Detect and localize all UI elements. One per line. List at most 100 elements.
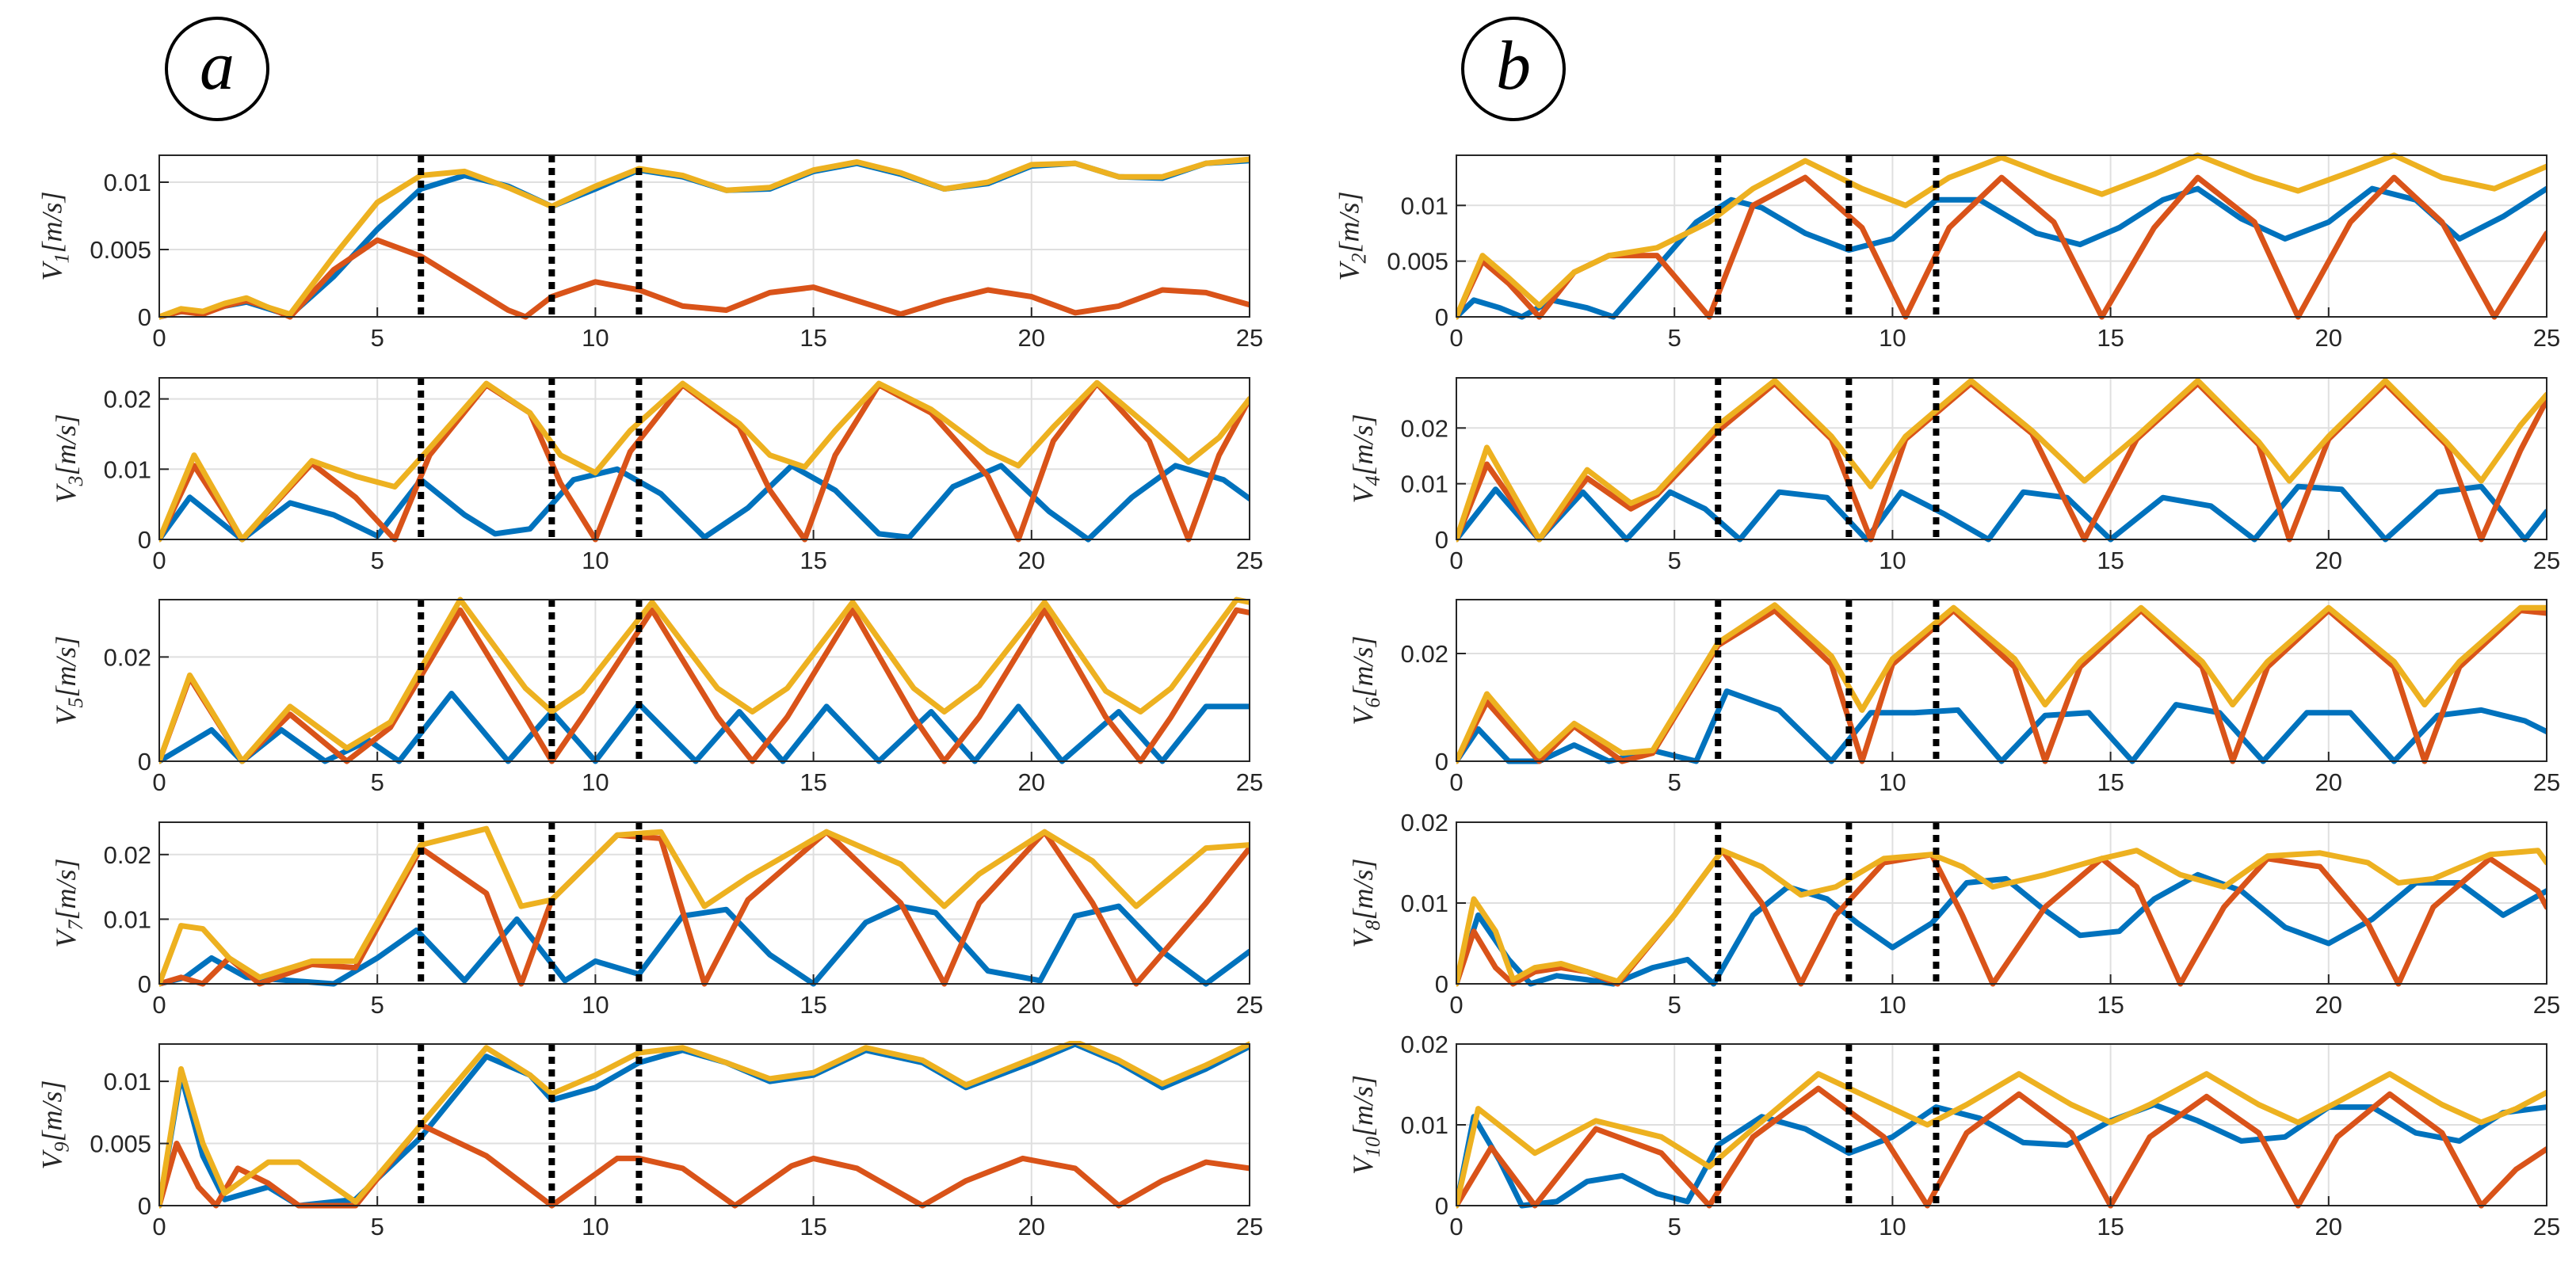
x-tick-label: 25 [1236, 547, 1263, 574]
x-tick-label: 10 [582, 1213, 609, 1240]
y-tick-label: 0 [138, 303, 151, 331]
x-tick-label: 0 [1449, 768, 1463, 796]
x-tick-label: 15 [800, 547, 826, 574]
x-tick-label: 20 [1018, 547, 1045, 574]
x-tick-label: 5 [1668, 768, 1681, 796]
plot-background [1456, 600, 2547, 761]
y-label-unit: [m/s] [50, 413, 82, 475]
panel-label-a-badge: a [165, 17, 269, 121]
y-axis-label: V7[m/s] [50, 858, 87, 947]
x-tick-label: 5 [1668, 991, 1681, 1019]
plot-a-5: 0 5 10 15 20 25 0 0.005 0.01 V9[m/s] [36, 1041, 1263, 1240]
y-label-unit: [m/s] [36, 1080, 68, 1141]
x-tick-label: 10 [582, 768, 609, 796]
x-tick-label: 0 [152, 1213, 166, 1240]
x-tick-label: 0 [152, 324, 166, 352]
panel-label-a: a [200, 28, 235, 105]
y-label-unit: [m/s] [1347, 413, 1379, 475]
y-label-base: V [1334, 261, 1365, 281]
series-blue-line [1456, 1102, 2547, 1209]
x-tick-label: 15 [2097, 1213, 2124, 1240]
plot-b-3: 0 5 10 15 20 25 0 0.02 V6[m/s] [1347, 599, 2560, 796]
y-label-unit: [m/s] [50, 858, 82, 920]
y-label-base: V [1347, 1154, 1379, 1175]
y-tick-label: 0.01 [1401, 890, 1448, 917]
x-tick-label: 10 [1879, 991, 1906, 1019]
x-tick-label: 25 [2533, 324, 2560, 352]
x-tick-label: 25 [2533, 768, 2560, 796]
x-tick-label: 25 [2533, 991, 2560, 1019]
y-label-unit: [m/s] [36, 191, 68, 253]
x-tick-label: 0 [1449, 1213, 1463, 1240]
panel-label-b-badge: b [1461, 17, 1566, 121]
x-tick-label: 20 [2315, 1213, 2342, 1240]
y-tick-label: 0 [138, 970, 151, 998]
series-orange-line [1456, 1085, 2547, 1209]
x-tick-label: 25 [2533, 1213, 2560, 1240]
panel-label-b-circle [1461, 17, 1566, 121]
y-label-subscript: 1 [51, 253, 74, 264]
y-tick-label: 0.02 [1401, 640, 1448, 668]
series-blue-line [159, 463, 1250, 543]
plot-b-4: 0 5 10 15 20 25 0 0.01 0.02 V8[m/s] [1347, 809, 2560, 1019]
x-tick-label: 10 [1879, 547, 1906, 574]
plot-a-2: 0 5 10 15 20 25 0 0.01 0.02 V3[m/s] [50, 377, 1263, 574]
x-tick-label: 5 [371, 324, 384, 352]
panel-label-a-circle [165, 17, 269, 121]
x-tick-label: 10 [1879, 1213, 1906, 1240]
y-tick-label: 0.02 [1401, 809, 1448, 836]
y-tick-label: 0 [138, 748, 151, 776]
y-label-unit: [m/s] [1347, 1075, 1379, 1137]
axes-frame [1456, 154, 2547, 318]
x-tick-label: 5 [1668, 324, 1681, 352]
series-group [1456, 1071, 2547, 1209]
y-tick-label: 0.02 [104, 841, 151, 869]
y-tick-label: 0 [138, 526, 151, 554]
plot-b-1: 0 5 10 15 20 25 0 0.005 0.01 V2[m/s] [1334, 152, 2560, 352]
y-label-subscript: 5 [64, 698, 87, 708]
series-yellow-line [1456, 378, 2547, 543]
x-tick-label: 0 [152, 547, 166, 574]
y-label-base: V [36, 261, 68, 281]
y-tick-label: 0 [1435, 748, 1448, 776]
x-tick-label: 10 [582, 991, 609, 1019]
x-tick-label: 0 [152, 991, 166, 1019]
y-tick-label: 0.01 [1401, 192, 1448, 219]
x-tick-label: 5 [1668, 1213, 1681, 1240]
series-yellow-line [1456, 848, 2547, 987]
x-tick-label: 20 [1018, 991, 1045, 1019]
y-tick-label: 0 [1435, 303, 1448, 331]
y-label-base: V [50, 483, 82, 504]
axes-frame [1456, 377, 2547, 540]
y-label-base: V [50, 928, 82, 948]
series-yellow-line [159, 379, 1250, 543]
y-tick-label: 0.005 [90, 236, 151, 264]
y-tick-label: 0.01 [1401, 1111, 1448, 1139]
axes-frame [158, 821, 1250, 985]
y-label-subscript: 6 [1361, 698, 1384, 708]
x-tick-label: 20 [2315, 991, 2342, 1019]
y-label-base: V [1347, 928, 1379, 948]
x-tick-label: 20 [2315, 324, 2342, 352]
y-tick-label: 0.02 [104, 386, 151, 413]
y-tick-label: 0 [1435, 970, 1448, 998]
y-label-unit: [m/s] [1334, 191, 1365, 253]
x-tick-label: 15 [2097, 547, 2124, 574]
x-tick-label: 15 [2097, 991, 2124, 1019]
y-tick-label: 0.02 [1401, 414, 1448, 442]
series-yellow-line [1456, 1071, 2547, 1209]
y-label-subscript: 8 [1361, 920, 1384, 931]
y-label-subscript: 3 [64, 476, 87, 487]
y-axis-label: V3[m/s] [50, 413, 87, 503]
series-yellow-line [159, 825, 1250, 987]
plot-b-2: 0 5 10 15 20 25 0 0.01 0.02 V4[m/s] [1347, 377, 2560, 574]
x-tick-label: 5 [371, 1213, 384, 1240]
series-group [159, 379, 1250, 543]
y-axis-label: V4[m/s] [1347, 413, 1384, 503]
y-axis-label: V10[m/s] [1347, 1075, 1384, 1175]
y-tick-label: 0.01 [1401, 471, 1448, 498]
y-label-unit: [m/s] [1347, 858, 1379, 920]
